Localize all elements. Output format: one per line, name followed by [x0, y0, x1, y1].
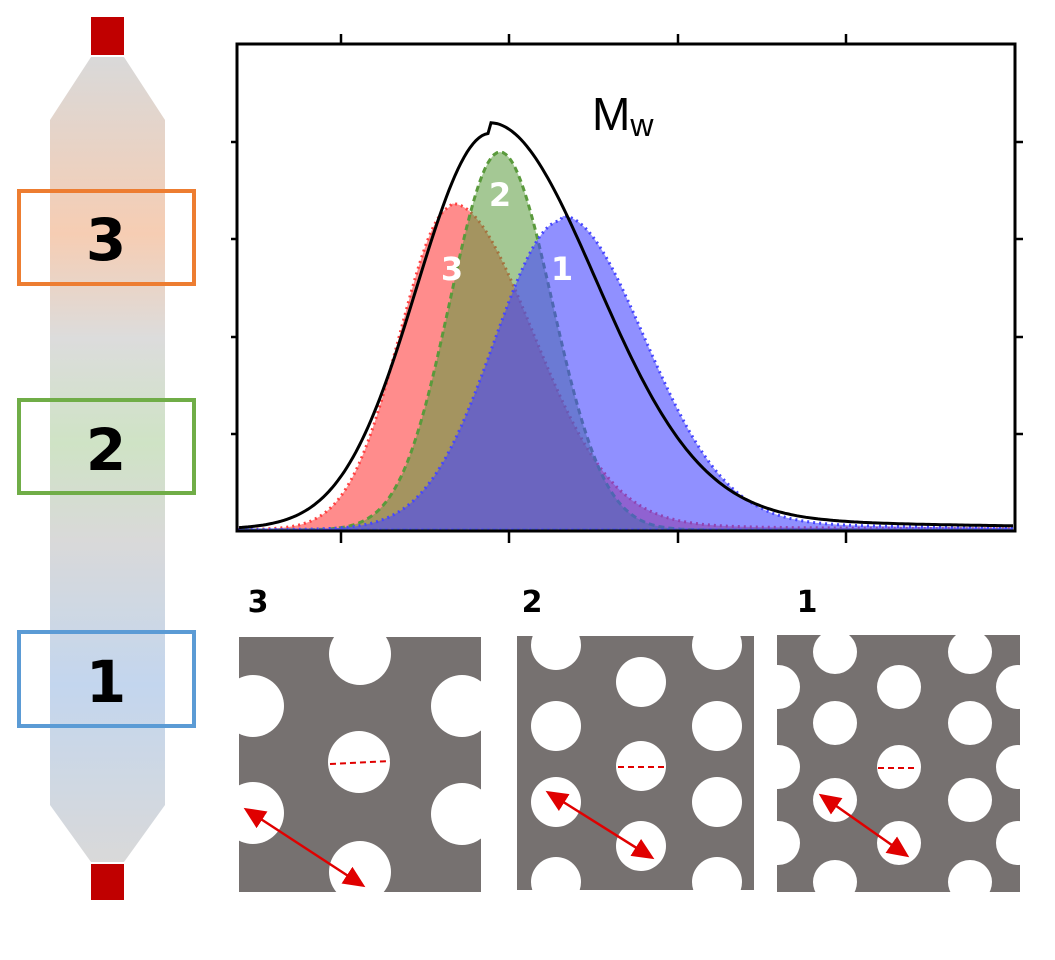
pore: [692, 636, 742, 670]
column: 3 2 1: [17, 17, 196, 900]
chart-frame: [235, 42, 1017, 533]
curves: [237, 121, 1015, 532]
panel-1-label: 1: [797, 585, 818, 620]
pore: [877, 665, 921, 709]
pore: [531, 857, 581, 890]
pore: [329, 841, 391, 892]
zone-3-box: [17, 189, 196, 286]
pore-panel-1: [777, 635, 1020, 892]
zone-1-label: 1: [86, 648, 126, 716]
pore: [616, 657, 666, 707]
pore: [616, 821, 666, 871]
pore: [328, 731, 390, 793]
pore-spacing-arrow: [545, 790, 655, 860]
zone-2-label: 2: [86, 416, 126, 484]
pore-diameter-line: [329, 760, 391, 765]
panel-3-label: 3: [248, 585, 269, 620]
pore: [813, 635, 857, 674]
pore-panels: [239, 635, 1020, 892]
curve-total: [238, 121, 1013, 530]
peak-label-zone1: 1: [551, 250, 573, 288]
zone-2-box: [17, 398, 196, 495]
peak-label-zone3: 3: [441, 250, 463, 288]
pore: [996, 821, 1020, 865]
column-bottom-cap: [91, 864, 124, 900]
pore: [777, 745, 800, 789]
pore: [813, 701, 857, 745]
pore: [996, 745, 1020, 789]
pore: [948, 778, 992, 822]
pore: [692, 777, 742, 827]
axis-ticks: [231, 34, 1023, 543]
pore: [692, 701, 742, 751]
pore-spacing-arrow: [818, 793, 910, 858]
chart-title: Mw: [592, 88, 654, 143]
pore: [431, 783, 481, 845]
pore: [329, 637, 391, 685]
column-top-cap: [91, 17, 124, 55]
pore: [239, 675, 284, 737]
pore: [877, 821, 921, 865]
pore: [531, 636, 581, 670]
pore: [692, 857, 742, 890]
pore: [777, 665, 800, 709]
pore: [777, 821, 800, 865]
pore: [531, 777, 581, 827]
pore: [996, 665, 1020, 709]
pore: [948, 860, 992, 892]
zone-1-box: [17, 630, 196, 728]
peak-label-zone2: 2: [489, 176, 511, 214]
pore: [531, 701, 581, 751]
column-body: [50, 57, 165, 862]
pore-spacing-arrow: [243, 807, 366, 888]
curve-zone1: [237, 214, 1015, 532]
pore-panel-2: [517, 636, 754, 890]
panel-2-label: 2: [522, 585, 543, 620]
zone-3-label: 3: [86, 206, 126, 274]
pore-panel-3: [239, 637, 481, 892]
mw-distribution-chart: Mw 2 3 1: [231, 34, 1023, 543]
pore: [431, 675, 481, 737]
pore: [948, 701, 992, 745]
pore: [813, 860, 857, 892]
pore: [948, 635, 992, 674]
